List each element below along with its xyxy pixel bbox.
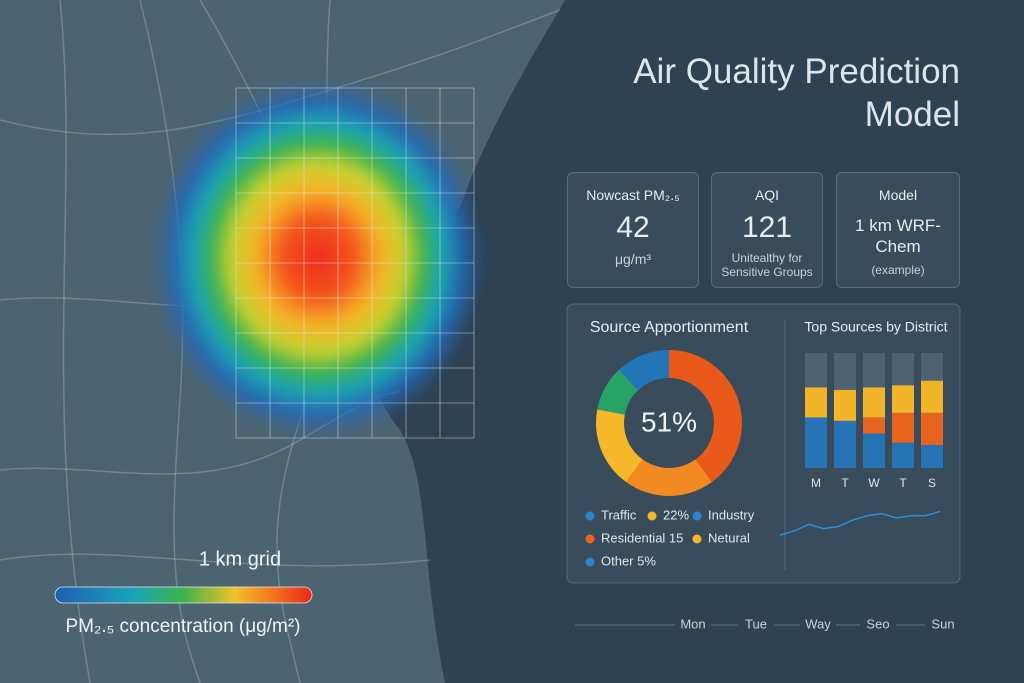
bar-segment xyxy=(834,353,856,390)
heatmap xyxy=(153,80,483,436)
donut-segment xyxy=(596,409,643,483)
timeline-label: Seo xyxy=(866,616,889,631)
map-grid xyxy=(235,87,475,439)
timeline-bg xyxy=(675,616,711,634)
card-label: Nowcast PM₂.₅ xyxy=(586,187,680,203)
bar-segment xyxy=(863,353,885,388)
bar-segment xyxy=(834,389,856,421)
bar-segment xyxy=(805,353,827,388)
bar-segment xyxy=(834,420,856,468)
legend-dot xyxy=(585,511,595,521)
timeline-bg xyxy=(860,616,896,634)
card-note: (example) xyxy=(871,263,925,277)
card: Nowcast PM₂.₅ 42 μg/m³ xyxy=(567,172,699,288)
card-value: 42 xyxy=(616,211,650,244)
donut-segment xyxy=(626,459,712,496)
card-value: 121 xyxy=(741,211,793,244)
x-tick-label: M xyxy=(811,476,821,490)
colorbar xyxy=(54,586,313,604)
bar-segment xyxy=(892,353,914,386)
donut-center: 51% xyxy=(641,406,697,437)
legend-label: Residential 15 xyxy=(601,530,683,545)
timeline-bg xyxy=(800,616,836,634)
sparkline xyxy=(779,510,941,536)
bar-segment xyxy=(921,412,943,445)
timeline-bg xyxy=(925,616,961,634)
timeline-label: Way xyxy=(805,616,831,631)
donut-segment xyxy=(619,350,669,391)
legend-label: Netural xyxy=(708,530,750,545)
legend-dot xyxy=(647,511,657,521)
donut-segment xyxy=(669,350,742,483)
card-note: Unitealthy for Sensitive Groups xyxy=(721,251,813,279)
x-tick-label: T xyxy=(841,476,849,490)
bar-segment xyxy=(863,433,885,468)
card-note: μg/m³ xyxy=(614,251,652,267)
x-tick-label: W xyxy=(868,476,880,490)
bar-segment xyxy=(921,380,943,413)
donut-segment xyxy=(597,369,639,415)
legend-label: 22% xyxy=(663,507,689,522)
card-label: AQI xyxy=(754,187,780,203)
title: Air Quality Prediction Model xyxy=(633,52,960,134)
legend-label: Industry xyxy=(708,507,755,522)
bar-segment xyxy=(921,353,943,381)
legend-dot xyxy=(692,511,702,521)
timeline-bg xyxy=(738,616,774,634)
card-value: 1 km WRF-Chem xyxy=(855,216,941,256)
legend-label: Traffic xyxy=(601,507,637,522)
timeline-label: Sun xyxy=(931,616,954,631)
card: Model 1 km WRF-Chem (example) xyxy=(836,172,960,288)
bar-segment xyxy=(892,412,914,443)
timeline-label: Tue xyxy=(745,616,767,631)
timeline-label: Mon xyxy=(680,616,705,631)
card-label: Model xyxy=(878,187,918,203)
x-tick-label: T xyxy=(899,476,907,490)
bar-segment xyxy=(921,445,943,468)
bar-segment xyxy=(892,442,914,468)
legend-dot xyxy=(585,534,595,544)
bar-segment xyxy=(863,417,885,434)
bar-title: Top Sources by District xyxy=(804,319,947,335)
bar-segment xyxy=(805,417,827,468)
bar-segment xyxy=(805,387,827,418)
grid-label: 1 km grid xyxy=(199,548,281,570)
donut-title: Source Apportionment xyxy=(590,319,749,336)
card: AQI 121 Unitealthy for Sensitive Groups xyxy=(711,172,823,288)
legend-label: Other 5% xyxy=(601,553,656,568)
legend-dot xyxy=(585,557,595,567)
x-tick-label: S xyxy=(928,476,936,490)
colorbar-label: PM₂.₅ concentration (μg/m²) xyxy=(65,616,300,637)
bar-segment xyxy=(892,385,914,413)
bar-segment xyxy=(863,387,885,418)
legend-dot xyxy=(692,534,702,544)
